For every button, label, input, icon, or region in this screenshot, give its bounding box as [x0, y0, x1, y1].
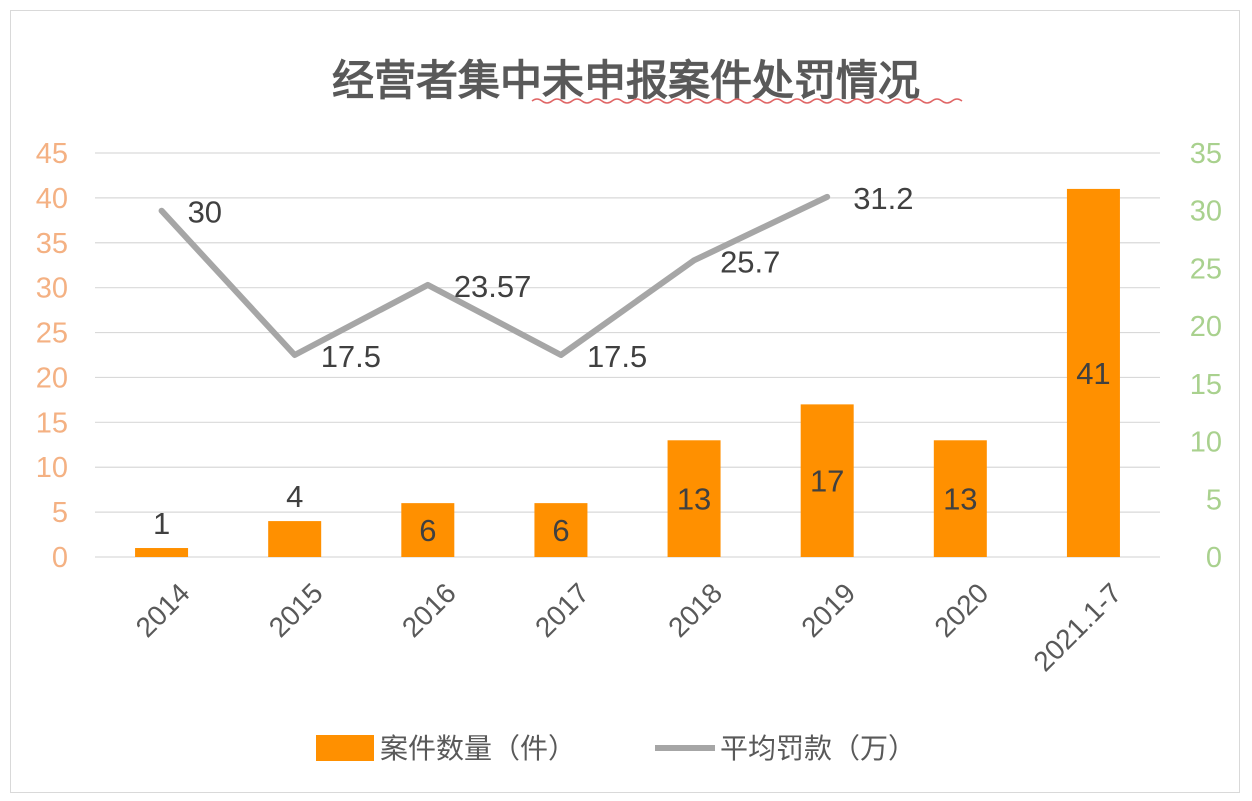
right-axis-tick-label: 35 [1190, 138, 1222, 170]
right-axis-tick-label: 10 [1190, 427, 1222, 459]
series-line [158, 193, 831, 358]
bar [1066, 188, 1120, 557]
category-label: 2021.1-7 [1027, 577, 1127, 677]
left-axis-tick-label: 25 [36, 318, 68, 350]
left-axis-tick-label: 20 [36, 362, 68, 394]
line-series: 30 17.5 23.57 17.5 25.7 31.2 [158, 181, 914, 374]
bar-data-label: 4 [286, 479, 303, 514]
right-axis-tick-label: 5 [1206, 484, 1222, 516]
right-axis-tick-label: 25 [1190, 253, 1222, 285]
bar [401, 503, 455, 557]
bar-data-label: 6 [419, 513, 436, 548]
line-data-label: 30 [188, 195, 222, 230]
legend: 案件数量（件） 平均罚款（万） [316, 732, 916, 765]
bar-data-label: 1 [153, 506, 170, 541]
left-axis-tick-label: 40 [36, 183, 68, 215]
line-data-label: 17.5 [321, 339, 381, 374]
line-data-label: 25.7 [720, 244, 780, 279]
right-axis-tick-label: 15 [1190, 369, 1222, 401]
chart-frame [10, 10, 1240, 793]
left-axis: 0 5 10 15 20 25 30 35 40 45 [36, 138, 68, 574]
bar [135, 548, 189, 557]
bar-data-label: 13 [943, 482, 977, 517]
left-axis-tick-label: 0 [52, 542, 68, 574]
bar-data-label: 13 [677, 482, 711, 517]
left-axis-tick-label: 15 [36, 407, 68, 439]
bar [667, 440, 721, 557]
left-axis-tick-label: 5 [52, 497, 68, 529]
category-label: 2020 [928, 577, 994, 643]
bar-data-label: 17 [810, 464, 844, 499]
chart-title: 经营者集中未申报案件处罚情况 [332, 56, 920, 105]
right-axis-tick-label: 30 [1190, 196, 1222, 228]
legend-bar-swatch [316, 735, 374, 761]
bar-data-label: 41 [1076, 356, 1110, 391]
bar [268, 521, 322, 557]
category-label: 2015 [263, 577, 329, 643]
line-data-label: 23.57 [454, 269, 532, 304]
right-axis-tick-label: 20 [1190, 311, 1222, 343]
bar [933, 440, 987, 557]
line-data-label: 17.5 [587, 339, 647, 374]
category-label: 2014 [130, 577, 196, 643]
x-axis: 2014 2015 2016 2017 2018 2019 2020 2021.1-7 [130, 577, 1128, 677]
right-axis: 0 5 10 15 20 25 30 35 [1190, 138, 1222, 574]
line-data-label: 31.2 [853, 181, 913, 216]
bar [534, 503, 588, 557]
bar [800, 404, 854, 557]
title-spellcheck-underline [531, 98, 963, 104]
category-label: 2019 [795, 577, 861, 643]
bar-series: 1 4 6 6 13 17 13 41 [135, 188, 1120, 557]
left-axis-tick-label: 45 [36, 138, 68, 170]
left-axis-tick-label: 30 [36, 273, 68, 305]
left-axis-tick-label: 10 [36, 452, 68, 484]
category-label: 2018 [662, 577, 728, 643]
left-axis-tick-label: 35 [36, 228, 68, 260]
legend-line-label: 平均罚款（万） [720, 732, 916, 765]
right-axis-tick-label: 0 [1206, 542, 1222, 574]
legend-bar-label: 案件数量（件） [380, 732, 576, 765]
bar-data-label: 6 [552, 513, 569, 548]
category-label: 2017 [529, 577, 595, 643]
category-label: 2016 [396, 577, 462, 643]
